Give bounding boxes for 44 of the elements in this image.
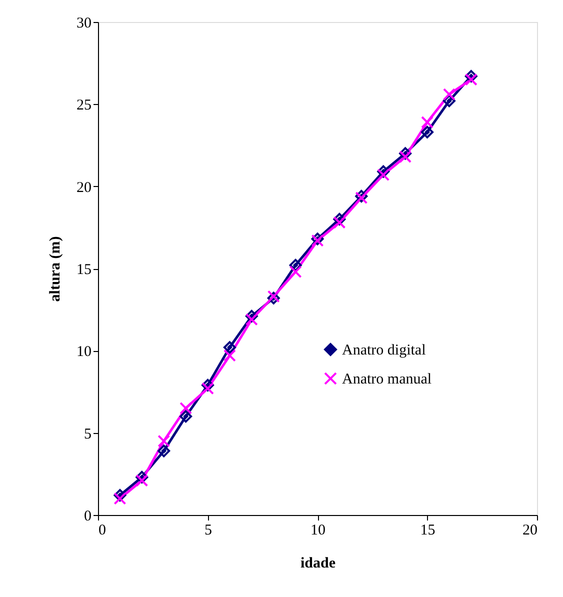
x-tick-label: 5: [204, 522, 212, 538]
point: [377, 168, 390, 182]
point: [399, 150, 412, 163]
point: [464, 73, 478, 86]
point: [136, 470, 148, 484]
point: [202, 378, 214, 392]
point: [442, 88, 456, 101]
y-tick-label: 5: [84, 426, 92, 442]
point: [421, 126, 434, 138]
y-tick-label: 15: [76, 262, 92, 278]
point: [289, 266, 302, 278]
point: [180, 402, 192, 414]
point: [158, 444, 170, 458]
point: [180, 410, 192, 423]
y-tick-label: 10: [76, 344, 92, 360]
point: [333, 216, 346, 229]
legend-label: Anatro manual: [342, 372, 432, 388]
point: [377, 165, 390, 178]
point: [202, 382, 214, 395]
x-tick-label: 10: [310, 522, 326, 538]
point: [223, 349, 236, 362]
point: [245, 310, 258, 322]
legend-label: Anatro digital: [342, 342, 426, 358]
point: [223, 341, 236, 354]
point: [245, 313, 258, 326]
point: [333, 212, 346, 226]
x-tick-label: 20: [522, 522, 538, 538]
point: [421, 116, 434, 128]
y-tick-label: 25: [76, 98, 92, 114]
point: [114, 492, 126, 505]
point: [289, 258, 302, 272]
x-tick-label: 0: [98, 522, 106, 538]
point: [464, 70, 478, 82]
y-tick-label: 0: [84, 508, 92, 524]
y-tick-label: 20: [76, 180, 92, 196]
x-tick-label: 15: [420, 522, 436, 538]
point: [442, 94, 456, 108]
x-axis-title: idade: [300, 556, 336, 572]
y-axis-title: altura (m): [48, 236, 64, 302]
y-tick-label: 30: [76, 16, 92, 32]
point: [399, 147, 412, 160]
point: [114, 489, 126, 502]
point: [158, 434, 170, 448]
point: [136, 474, 148, 487]
